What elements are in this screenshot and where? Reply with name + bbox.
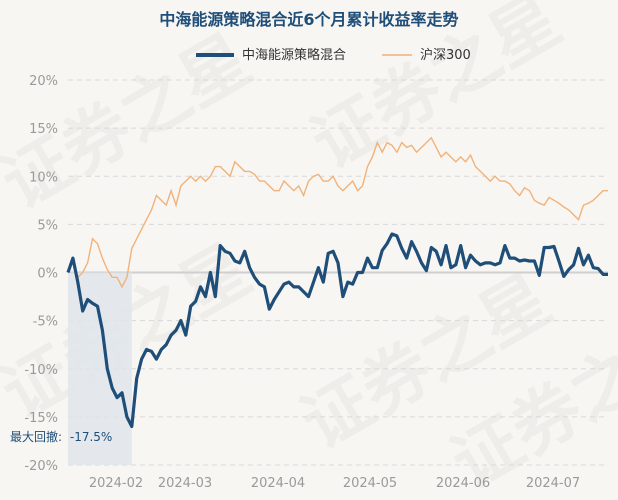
- max-drawdown-value: -17.5%: [70, 430, 112, 444]
- max-drawdown-label: 最大回撤: -17.5%: [10, 429, 112, 444]
- chart-title: 中海能源策略混合近6个月累计收益率走势: [159, 10, 458, 29]
- chart: 证券之星 证券之星 证券之星 证券之星 证券之星 中海能源策略混合近6个月累计收…: [0, 0, 618, 500]
- chart-svg: 证券之星 证券之星 证券之星 证券之星 证券之星 中海能源策略混合近6个月累计收…: [0, 0, 618, 500]
- y-tick-label: 0%: [37, 267, 58, 282]
- y-tick-label: -5%: [33, 315, 58, 330]
- y-axis: 20% 15% 10% 5% 0% -5% -10% -15% -20%: [24, 74, 58, 474]
- y-tick-label: 5%: [37, 218, 58, 233]
- x-tick-label: 2024-03: [158, 476, 212, 491]
- y-tick-label: -10%: [24, 363, 58, 378]
- x-tick-label: 2024-06: [436, 476, 490, 491]
- y-tick-label: 10%: [29, 170, 58, 185]
- y-tick-label: 15%: [29, 122, 58, 137]
- x-tick-label: 2024-02: [89, 476, 143, 491]
- x-tick-label: 2024-07: [526, 476, 580, 491]
- x-tick-label: 2024-05: [343, 476, 397, 491]
- legend-label-index: 沪深300: [420, 47, 471, 63]
- y-tick-label: -20%: [24, 459, 58, 474]
- x-tick-label: 2024-04: [251, 476, 305, 491]
- watermark-text: 证券之星: [0, 230, 264, 434]
- legend-label-fund: 中海能源策略混合: [242, 47, 346, 63]
- max-drawdown-caption: 最大回撤:: [10, 429, 62, 444]
- y-tick-label: 20%: [29, 74, 58, 89]
- y-tick-label: -15%: [24, 411, 58, 426]
